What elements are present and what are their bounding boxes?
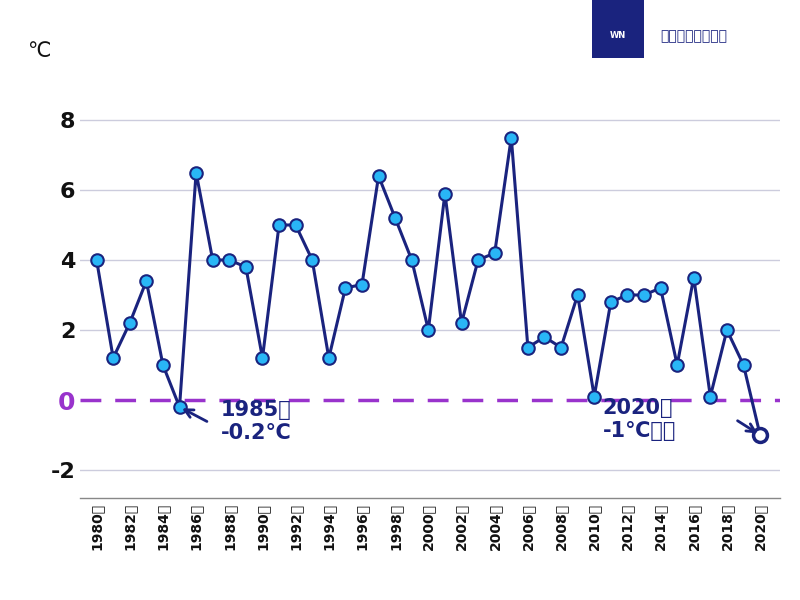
FancyBboxPatch shape [564,6,800,66]
Text: WN: WN [610,31,626,40]
Text: ℃: ℃ [27,41,51,61]
Bar [592,0,644,58]
Text: ウェザーニュース: ウェザーニュース [660,29,727,43]
Text: 1985年
-0.2℃: 1985年 -0.2℃ [221,400,292,443]
Text: 2020年
-1℃予想: 2020年 -1℃予想 [602,398,676,441]
Text: 東京 元日の最低気温: 東京 元日の最低気温 [228,18,444,54]
